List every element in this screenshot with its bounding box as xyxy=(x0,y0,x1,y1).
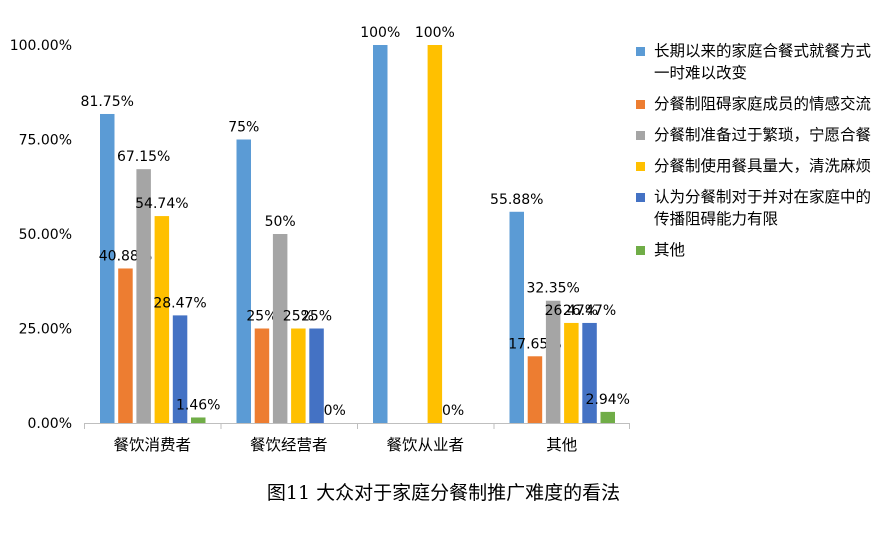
data-label: 100% xyxy=(360,25,400,41)
bar-chart: 0.00% 25.00% 50.00% 75.00% 100.00% 餐饮消费者 81.75… xyxy=(10,25,630,454)
x-tick-label: 其他 xyxy=(546,436,577,454)
bar xyxy=(272,234,288,423)
data-label: 0% xyxy=(442,403,464,419)
bar xyxy=(309,328,324,423)
data-label: 55.88% xyxy=(490,192,543,208)
data-label: 32.35% xyxy=(526,281,579,297)
legend-item: 其他 xyxy=(636,239,881,261)
x-tick-label: 餐饮经营者 xyxy=(250,436,328,454)
data-label: 100% xyxy=(415,25,455,41)
data-label: 81.75% xyxy=(81,94,134,110)
data-label: 0% xyxy=(324,403,346,419)
x-tick-label: 餐饮从业者 xyxy=(386,436,464,454)
legend-item: 分餐制阻碍家庭成员的情感交流 xyxy=(636,93,881,115)
legend-item: 分餐制使用餐具量大，清洗麻烦 xyxy=(636,155,881,177)
bar xyxy=(172,315,188,423)
legend-label: 分餐制阻碍家庭成员的情感交流 xyxy=(654,95,872,113)
bar xyxy=(600,411,615,423)
data-label: 26.47% xyxy=(545,303,598,319)
bar xyxy=(291,328,306,423)
legend-label: 长期以来的家庭合餐式就餐方式一时难以改变 xyxy=(654,42,872,82)
x-tick-label: 餐饮消费者 xyxy=(113,436,191,454)
bar xyxy=(136,169,151,423)
bar xyxy=(509,211,524,423)
bar xyxy=(118,268,133,423)
bar xyxy=(100,113,115,424)
data-label: 54.74% xyxy=(135,196,188,212)
data-label: 1.46% xyxy=(176,397,220,413)
bar xyxy=(373,45,388,423)
bar xyxy=(427,45,443,423)
bar xyxy=(564,322,579,423)
data-label: 67.15% xyxy=(117,149,170,165)
legend-swatch xyxy=(636,100,645,109)
legend-swatch xyxy=(636,162,645,171)
legend: 长期以来的家庭合餐式就餐方式一时难以改变分餐制阻碍家庭成员的情感交流 分餐制准备过… xyxy=(636,40,881,270)
bar xyxy=(527,356,543,423)
data-label: 50% xyxy=(265,214,296,230)
legend-label: 认为分餐制对于并对在家庭中的传播阻碍能力有限 xyxy=(654,188,872,228)
bar xyxy=(254,328,270,423)
y-tick-label: 75.00% xyxy=(19,133,72,149)
bar xyxy=(545,300,561,423)
legend-label: 分餐制使用餐具量大，清洗麻烦 xyxy=(654,157,872,175)
y-tick-label: 100.00% xyxy=(10,38,72,54)
legend-label: 其他 xyxy=(654,241,686,259)
legend-swatch xyxy=(636,193,645,202)
data-label: 28.47% xyxy=(153,295,206,311)
legend-item: 分餐制准备过于繁琐，宁愿合餐 xyxy=(636,124,881,146)
legend-swatch xyxy=(636,246,645,255)
y-tick-label: 50.00% xyxy=(19,227,72,243)
y-tick-label: 25.00% xyxy=(19,322,72,338)
legend-swatch xyxy=(636,131,645,140)
figure-caption: 图11 大众对于家庭分餐制推广难度的看法 xyxy=(266,482,621,504)
data-label: 25% xyxy=(283,309,314,325)
bar xyxy=(154,216,170,423)
data-label: 75% xyxy=(228,120,259,136)
legend-swatch xyxy=(636,47,645,56)
bar xyxy=(191,417,206,423)
legend-item: 长期以来的家庭合餐式就餐方式一时难以改变 xyxy=(636,40,881,84)
y-tick-label: 0.00% xyxy=(28,416,72,432)
data-label: 26.47% xyxy=(563,303,616,319)
data-label: 2.94% xyxy=(586,392,630,408)
bar xyxy=(236,139,251,423)
bar xyxy=(582,322,597,423)
legend-item: 认为分餐制对于并对在家庭中的传播阻碍能力有限 xyxy=(636,186,881,230)
data-label: 25% xyxy=(246,309,277,325)
data-label: 25% xyxy=(301,309,332,325)
legend-label: 分餐制准备过于繁琐，宁愿合餐 xyxy=(654,126,872,144)
